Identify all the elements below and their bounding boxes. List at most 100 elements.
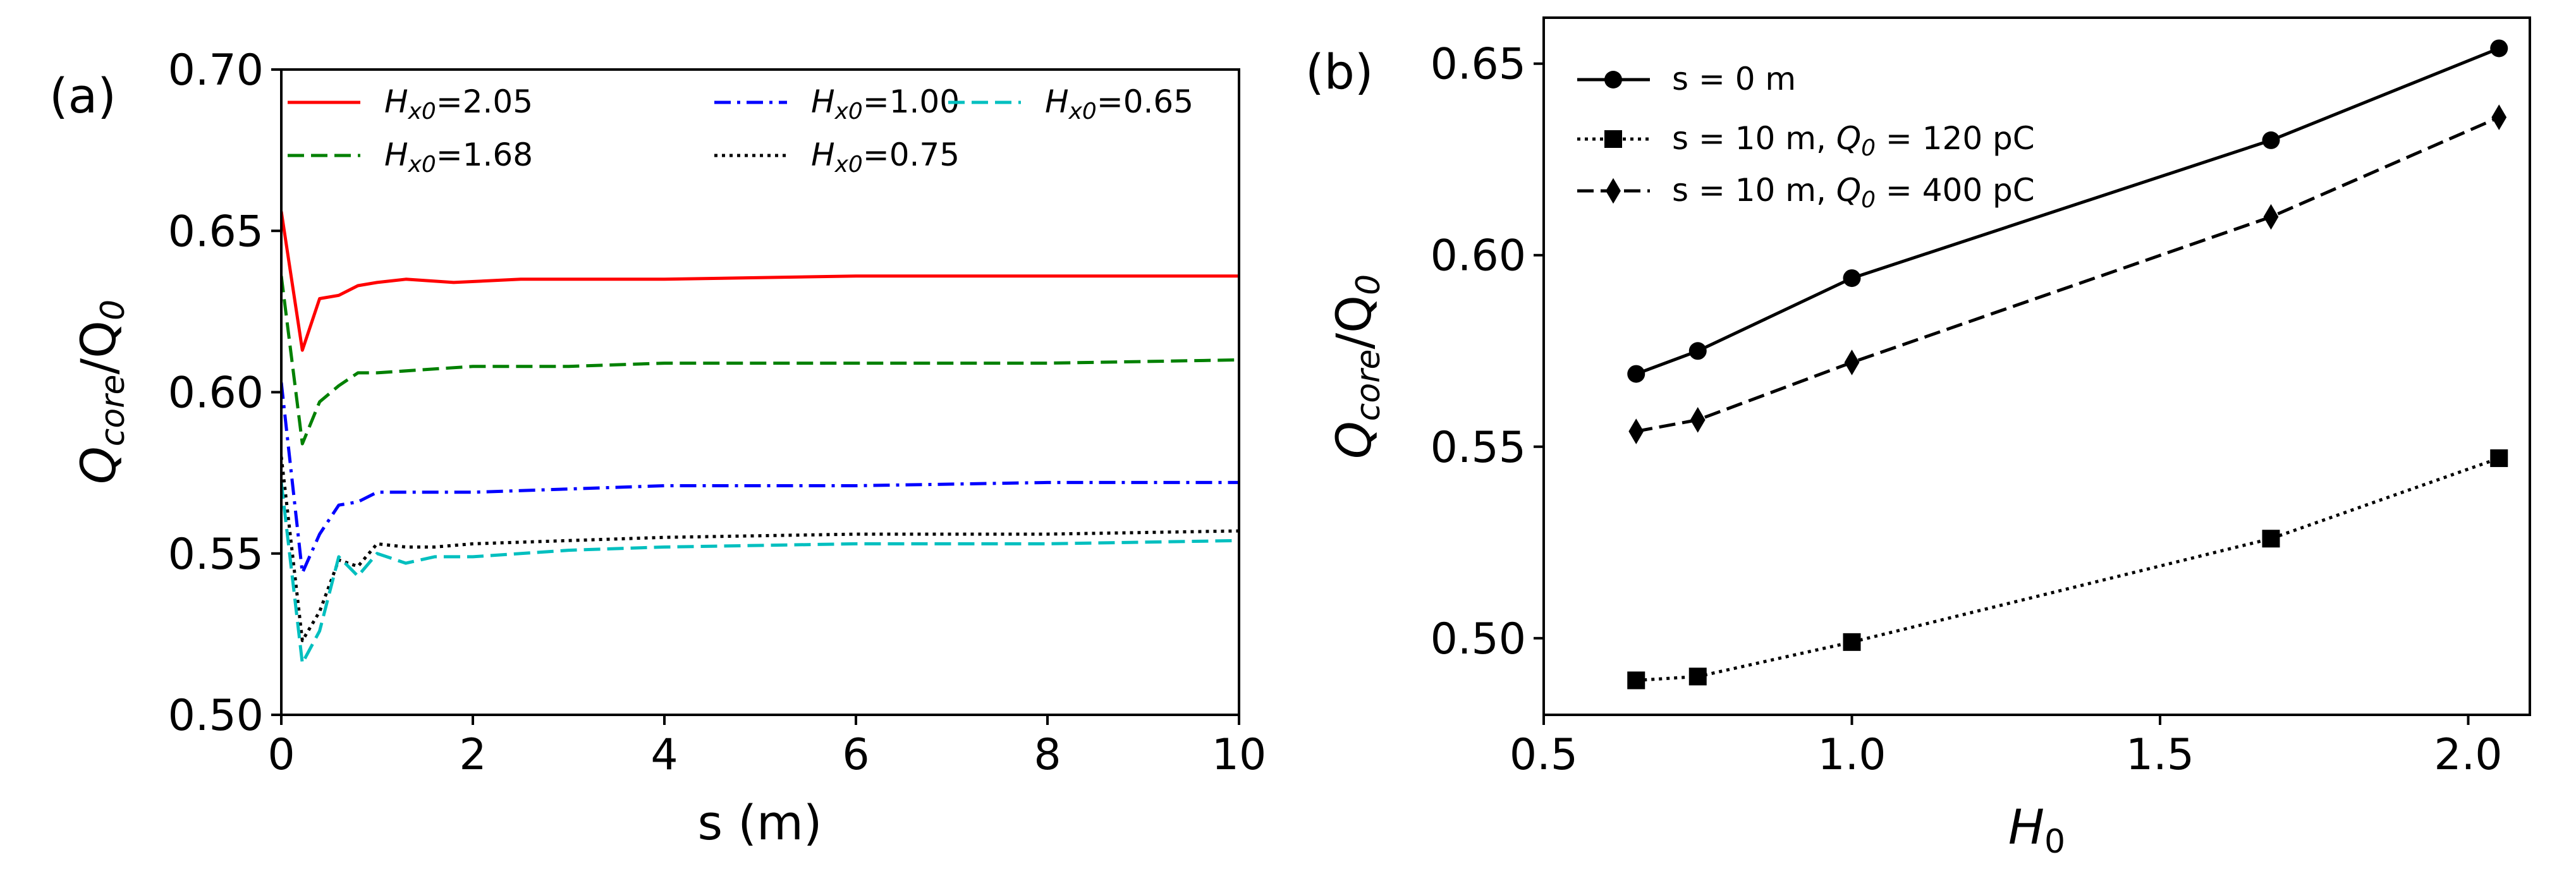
legend-label: Hx0=0.65 bbox=[1045, 83, 1193, 125]
data-point-circle bbox=[1627, 365, 1645, 383]
y-tick-label: 0.50 bbox=[168, 691, 264, 741]
data-point-diamond bbox=[2491, 104, 2507, 130]
data-point-diamond bbox=[1844, 350, 1860, 375]
legend-label-sub: 0 bbox=[1861, 135, 1876, 161]
data-point-square bbox=[2490, 449, 2508, 467]
panel-b: (b) 0.5 1.0 1.5 2.00.500.550.600.65 H0 Qcor… bbox=[1305, 16, 2531, 861]
y-tick-label: 0.60 bbox=[168, 368, 264, 418]
y-tick-label: 0.70 bbox=[168, 46, 264, 95]
legend-label-sub: x0 bbox=[1068, 99, 1097, 125]
series-line bbox=[281, 482, 1239, 665]
legend-label-main: H bbox=[384, 137, 408, 173]
legend-label-sub: 0 bbox=[1861, 187, 1876, 213]
series-line bbox=[281, 456, 1239, 643]
legend-label-rest: =1.00 bbox=[863, 83, 960, 120]
panel-a-plot-area bbox=[281, 211, 1239, 665]
x-tick-label: 0 bbox=[267, 730, 295, 780]
panel-b-x-title-sub: 0 bbox=[2044, 823, 2065, 861]
legend-label-sub: x0 bbox=[834, 99, 863, 125]
panel-a-y-title-sub2: 0 bbox=[94, 300, 132, 320]
legend-label-main: H bbox=[384, 83, 408, 120]
data-point-square bbox=[1843, 633, 1861, 651]
series-line bbox=[281, 276, 1239, 446]
y-tick-label: 0.55 bbox=[1431, 423, 1526, 473]
y-tick-label: 0.55 bbox=[168, 530, 264, 580]
legend-label-rest: =1.68 bbox=[436, 137, 533, 173]
legend-label-main: H bbox=[811, 137, 835, 173]
data-point-circle bbox=[2490, 39, 2508, 58]
legend-label-pre: s = 0 m bbox=[1672, 61, 1796, 97]
x-tick-label: 0.5 bbox=[1510, 730, 1578, 780]
panel-b-y-title-sub2: 0 bbox=[1350, 274, 1388, 295]
x-tick-label: 6 bbox=[842, 730, 869, 780]
legend-label-main: H bbox=[811, 83, 835, 120]
panel-b-y-title-main: Q bbox=[1326, 421, 1382, 459]
legend-label: Hx0=2.05 bbox=[384, 83, 533, 125]
panel-b-ticks: 0.5 1.0 1.5 2.0 0.50 0.55 0.60 0.65 bbox=[1431, 40, 2503, 780]
panel-a-ticks: 0 2 4 6 8 10 0.50 0.55 0.60 0.65 0.70 bbox=[168, 46, 1267, 780]
y-tick-label: 0.65 bbox=[1431, 40, 1526, 90]
data-point-square bbox=[1604, 130, 1622, 148]
data-point-diamond bbox=[1628, 418, 1644, 444]
data-point-square bbox=[1627, 671, 1645, 690]
series-line bbox=[281, 211, 1239, 352]
legend-label-sub: x0 bbox=[408, 99, 436, 125]
y-tick-label: 0.65 bbox=[168, 207, 264, 257]
series-line bbox=[281, 382, 1239, 575]
data-point-circle bbox=[2262, 131, 2280, 149]
legend-label-sub: x0 bbox=[834, 152, 863, 178]
data-point-circle bbox=[1604, 71, 1622, 88]
panel-b-frame bbox=[1542, 16, 2531, 716]
panel-b-y-title-sub: core bbox=[1350, 349, 1388, 421]
legend-label-pre: s = 10 m, bbox=[1672, 120, 1836, 157]
series-line bbox=[1636, 456, 2500, 682]
x-tick-label: 4 bbox=[650, 730, 678, 780]
legend-label-pre: s = 10 m, bbox=[1672, 172, 1836, 209]
panel-b-y-axis-title: Qcore/Q0 bbox=[1326, 274, 1388, 459]
panel-b-legend: s = 0 ms = 10 m, Q0 = 120 pCs = 10 m, Q0… bbox=[1577, 61, 2035, 213]
legend-label-main: Q bbox=[1836, 120, 1861, 157]
legend-label-main: Q bbox=[1836, 172, 1861, 209]
panel-b-plot-area bbox=[1627, 39, 2508, 690]
y-tick-label: 0.60 bbox=[1431, 231, 1526, 281]
legend-label-rest: = 400 pC bbox=[1876, 172, 2035, 209]
panel-a-x-axis-title: s (m) bbox=[697, 794, 822, 851]
legend-label: s = 0 m bbox=[1672, 61, 1796, 97]
data-point-diamond bbox=[1606, 178, 1621, 204]
panel-b-x-axis-title: H0 bbox=[2008, 799, 2065, 861]
panel-a-y-title-sub: core bbox=[94, 374, 132, 446]
legend-label-rest: = 120 pC bbox=[1876, 120, 2035, 157]
data-point-diamond bbox=[2263, 204, 2279, 230]
x-tick-label: 1.0 bbox=[1817, 730, 1886, 780]
x-tick-label: 10 bbox=[1212, 730, 1267, 780]
data-point-circle bbox=[1688, 342, 1707, 360]
legend-label: Hx0=1.68 bbox=[384, 137, 533, 178]
legend-label-sub: x0 bbox=[408, 152, 436, 178]
legend-label: s = 10 m, Q0 = 400 pC bbox=[1672, 172, 2035, 213]
legend-label: Hx0=0.75 bbox=[811, 137, 960, 178]
panel-b-y-title-rest: /Q bbox=[1326, 295, 1382, 349]
legend-label-rest: =0.75 bbox=[863, 137, 960, 173]
legend-label-rest: =2.05 bbox=[436, 83, 533, 120]
data-point-circle bbox=[1843, 269, 1861, 288]
x-tick-label: 2.0 bbox=[2434, 730, 2502, 780]
panel-b-x-title-main: H bbox=[2008, 799, 2044, 855]
legend-label-main: H bbox=[1045, 83, 1069, 120]
y-tick-label: 0.50 bbox=[1431, 614, 1526, 664]
panel-a-label: (a) bbox=[49, 68, 116, 124]
x-tick-label: 8 bbox=[1034, 730, 1061, 780]
panel-b-label: (b) bbox=[1305, 44, 1374, 100]
data-point-diamond bbox=[1690, 407, 1706, 433]
x-tick-label: 1.5 bbox=[2126, 730, 2194, 780]
panel-a: (a) 0 2 4 6 8 10 0.50 0.55 0.60 0.65 0.70 s (m) Qc… bbox=[49, 46, 1266, 851]
legend-label: s = 10 m, Q0 = 120 pC bbox=[1672, 120, 2035, 161]
series-line bbox=[1635, 116, 2500, 433]
panel-a-y-title-rest: /Q bbox=[70, 320, 126, 374]
data-point-square bbox=[1688, 667, 1707, 686]
legend-label: Hx0=1.00 bbox=[811, 83, 960, 125]
legend-label-rest: =0.65 bbox=[1097, 83, 1193, 120]
panel-a-y-title-main: Q bbox=[70, 446, 126, 484]
x-tick-label: 2 bbox=[459, 730, 486, 780]
